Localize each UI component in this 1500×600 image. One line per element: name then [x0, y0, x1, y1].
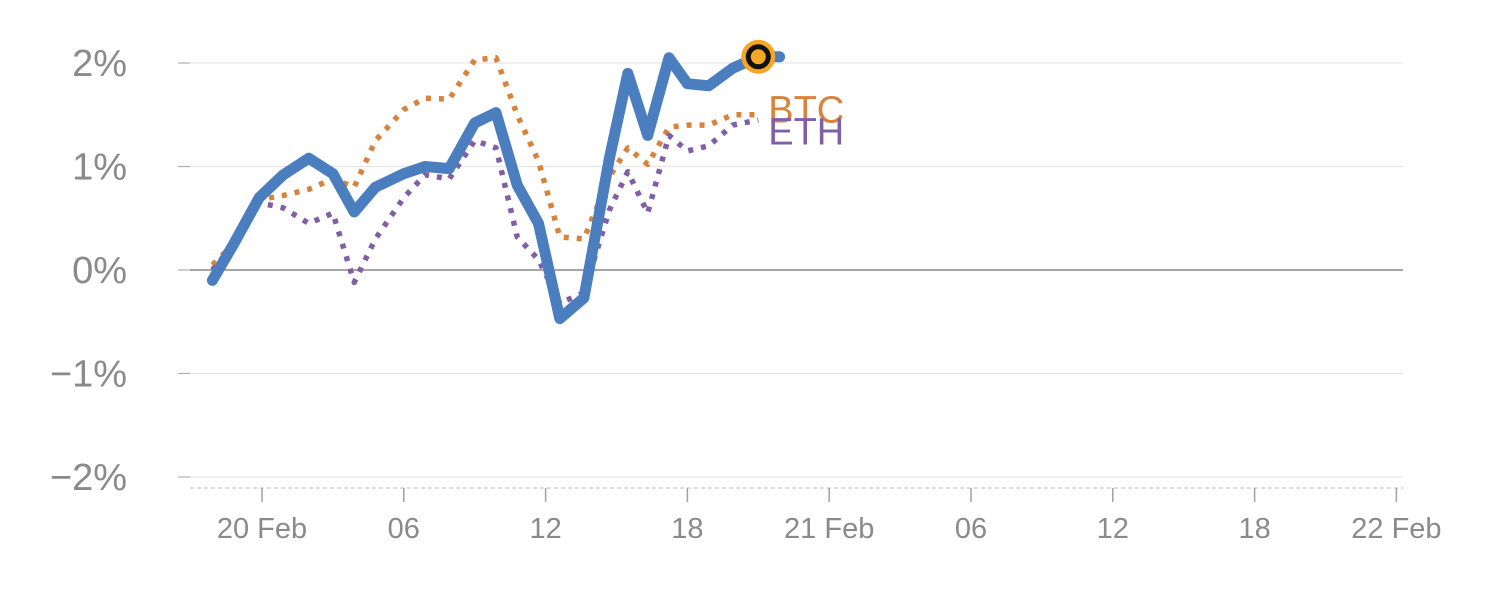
eth-series-line [210, 117, 759, 306]
y-tick-label: −2% [50, 457, 127, 499]
series-lines [206, 51, 786, 325]
y-axis: 2% 1% 0% −1% −2% [50, 43, 190, 499]
x-tick-label: 06 [388, 513, 420, 545]
x-tick-label: 22 Feb [1351, 513, 1441, 545]
btc-series-line [210, 55, 759, 267]
y-tick-label: 1% [72, 147, 127, 189]
end-marker-group [741, 39, 776, 74]
main-series-line [206, 51, 786, 325]
x-tick-label: 20 Feb [217, 513, 307, 545]
x-tick-label: 06 [955, 513, 987, 545]
y-tick-label: 2% [72, 43, 127, 85]
x-axis: 20 Feb 06 12 18 21 Feb 06 12 18 22 Feb [190, 487, 1442, 545]
x-tick-label: 21 Feb [784, 513, 874, 545]
y-tick-label: −1% [50, 354, 127, 396]
grid-lines [190, 62, 1403, 478]
x-tick-label: 18 [1238, 513, 1270, 545]
y-tick-label: 0% [72, 250, 127, 292]
x-tick-label: 18 [671, 513, 703, 545]
btc-series-label: BTC [768, 90, 844, 132]
x-tick-label: 12 [529, 513, 561, 545]
x-tick-label: 12 [1097, 513, 1129, 545]
eth-series-label: ETH [768, 111, 844, 153]
end-marker-ring [745, 44, 771, 70]
